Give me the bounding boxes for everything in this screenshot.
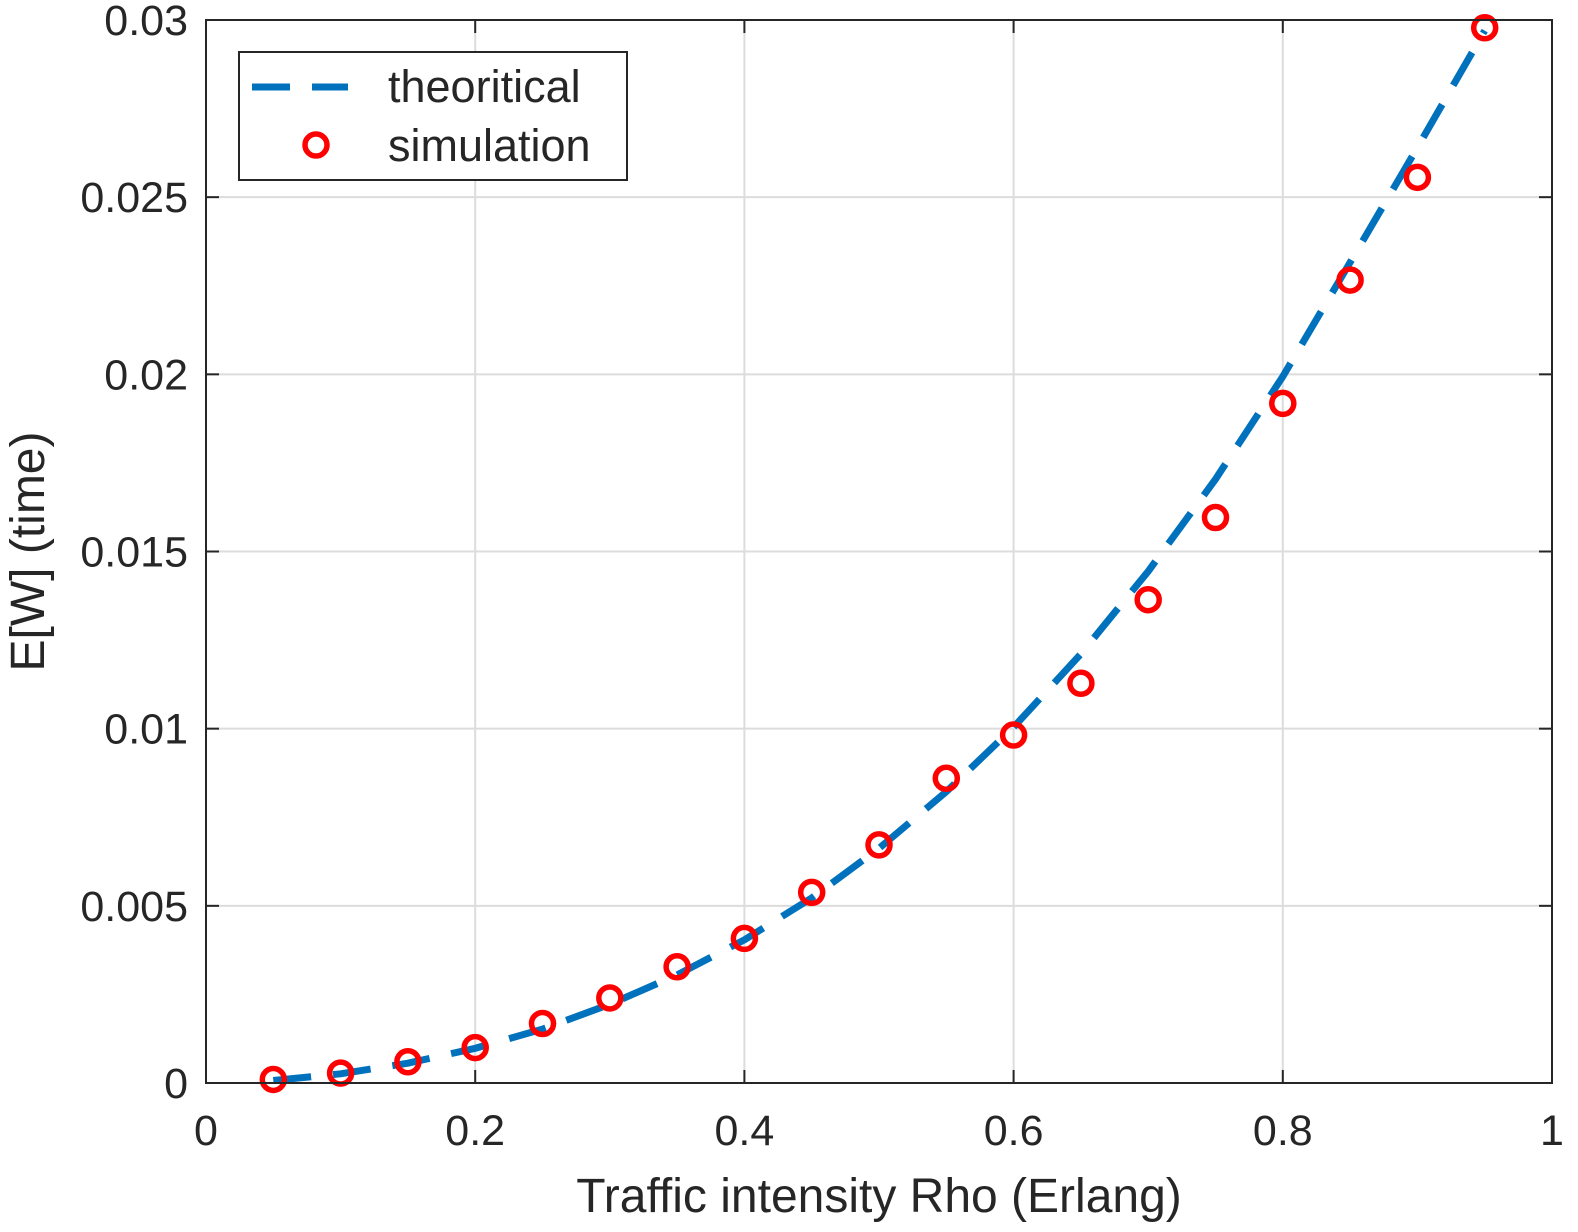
simulation-point (1336, 266, 1364, 294)
x-tick-label: 1 (1540, 1107, 1564, 1155)
simulation-series (259, 14, 1499, 1094)
y-axis-label: E[W] (time) (2, 432, 55, 672)
legend-simulation-label: simulation (388, 120, 591, 171)
y-tick-label: 0.01 (104, 706, 188, 754)
x-tick-label: 0.8 (1253, 1107, 1313, 1155)
y-axis-ticks: 0 0.005 0.01 0.015 0.02 0.025 0.03 (80, 0, 1552, 1108)
simulation-point (528, 1009, 557, 1038)
y-tick-label: 0.02 (104, 351, 188, 399)
theoritical-series (272, 28, 1488, 1084)
simulation-point (730, 924, 759, 953)
simulation-point (259, 1065, 288, 1094)
simulation-point (932, 764, 961, 793)
x-tick-label: 0.4 (715, 1107, 775, 1155)
theoritical-line (272, 28, 1488, 1084)
simulation-point (1201, 503, 1230, 532)
simulation-point (1134, 585, 1162, 614)
simulation-point (326, 1059, 355, 1087)
legend-theoritical-label: theoritical (388, 61, 581, 112)
x-tick-label: 0 (194, 1107, 218, 1155)
simulation-point (1067, 669, 1095, 698)
y-tick-label: 0.015 (80, 529, 188, 577)
grid-lines (206, 20, 1552, 1083)
x-tick-label: 0.6 (984, 1107, 1044, 1155)
x-axis-label: Traffic intensity Rho (Erlang) (576, 1170, 1182, 1223)
x-axis-ticks: 0 0.2 0.4 0.6 0.8 1 (194, 20, 1564, 1155)
simulation-point (461, 1033, 489, 1062)
simulation-point (663, 953, 691, 981)
simulation-point (1470, 14, 1499, 42)
y-tick-label: 0.03 (104, 0, 188, 45)
legend-box (238, 51, 628, 181)
y-tick-label: 0 (164, 1060, 188, 1108)
x-tick-label: 0.2 (445, 1107, 505, 1155)
y-tick-label: 0.005 (80, 883, 188, 931)
simulation-point (865, 831, 893, 859)
legend: theoritical simulation (238, 51, 628, 181)
y-tick-label: 0.025 (80, 174, 188, 222)
legend-simulation-swatch (302, 131, 330, 159)
simulation-point (596, 984, 624, 1012)
simulation-point (797, 878, 826, 907)
simulation-point (1403, 163, 1432, 192)
simulation-point (1269, 389, 1297, 418)
simulation-point (394, 1047, 422, 1076)
simulation-point (999, 721, 1028, 749)
